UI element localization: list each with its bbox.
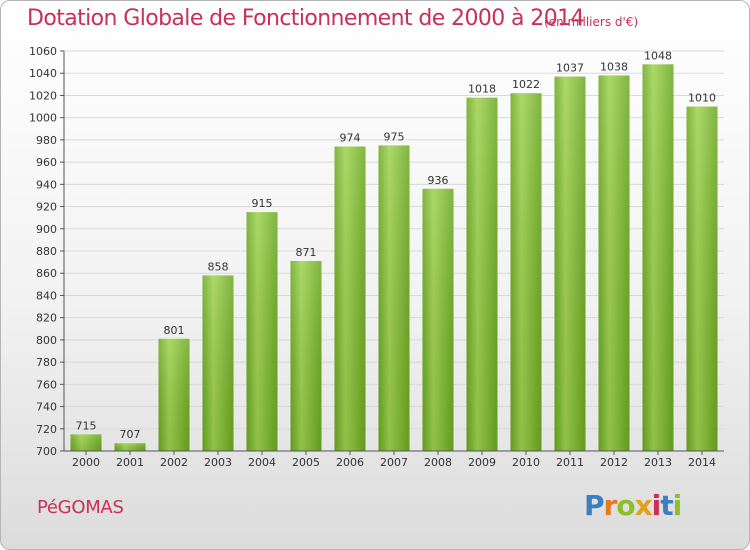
data-label: 1018 (468, 83, 496, 96)
data-label: 974 (340, 132, 361, 145)
x-tick-label: 2003 (204, 456, 232, 469)
bar-shade (598, 75, 630, 451)
y-tick-label: 740 (36, 401, 57, 414)
data-label: 936 (428, 174, 449, 187)
data-label: 1048 (644, 49, 672, 62)
y-tick-label: 840 (36, 289, 57, 302)
x-tick-label: 2002 (160, 456, 188, 469)
x-tick-label: 2013 (644, 456, 672, 469)
y-tick-label: 1060 (29, 45, 57, 58)
y-tick-label: 1020 (29, 89, 57, 102)
x-tick-label: 2000 (72, 456, 100, 469)
y-tick-label: 760 (36, 378, 57, 391)
bar-shade (70, 434, 102, 451)
bar-shade (158, 338, 190, 451)
bar-shade (554, 76, 586, 452)
bar-shade (510, 93, 542, 451)
x-tick-label: 2007 (380, 456, 408, 469)
x-tick-label: 2014 (688, 456, 716, 469)
y-tick-label: 700 (36, 445, 57, 458)
chart-title: Dotation Globale de Fonctionnement de 20… (27, 6, 585, 31)
y-tick-label: 960 (36, 156, 57, 169)
y-tick-label: 920 (36, 201, 57, 214)
data-label: 1038 (600, 60, 628, 73)
logo-letter: i (672, 489, 683, 522)
y-tick-label: 1000 (29, 112, 57, 125)
bar-shade (114, 443, 146, 451)
logo-letter: P (584, 489, 605, 522)
chart-subtitle: (en milliers d'€) (544, 15, 639, 29)
commune-name: PéGOMAS (37, 497, 124, 518)
bar-shade (334, 146, 366, 452)
proxiti-logo: Proxiti (584, 489, 683, 522)
x-tick-label: 2010 (512, 456, 540, 469)
x-tick-label: 2005 (292, 456, 320, 469)
bar-shade (422, 188, 454, 451)
data-labels: 715 707 801 858 915 871 974 975 936 1018 1022 1037 1… (76, 49, 717, 441)
y-tick-label: 860 (36, 267, 57, 280)
y-tick-label: 820 (36, 312, 57, 325)
y-tick-label: 720 (36, 423, 57, 436)
data-label: 871 (296, 246, 317, 259)
y-tick-label: 880 (36, 245, 57, 258)
bar-shade (202, 275, 234, 451)
x-tick-label: 2009 (468, 456, 496, 469)
bar-shade (378, 145, 410, 451)
logo-letter: o (616, 489, 635, 522)
bar-shade (642, 64, 674, 452)
data-label: 715 (76, 419, 97, 432)
data-label: 858 (208, 260, 229, 273)
data-label: 975 (384, 130, 405, 143)
y-tick-label: 900 (36, 223, 57, 236)
x-tick-label: 2001 (116, 456, 144, 469)
bar-shade (686, 106, 718, 452)
logo-letter: x (634, 489, 653, 522)
x-tick-label: 2004 (248, 456, 276, 469)
x-tick-label: 2006 (336, 456, 364, 469)
bar-shade (290, 261, 322, 451)
bar-shade (466, 97, 498, 452)
data-label: 707 (120, 428, 141, 441)
data-label: 1010 (688, 92, 716, 105)
axes: 700 720 740 760 780 800 820 840 860 880 900 920 940 9… (29, 45, 724, 469)
data-label: 915 (252, 197, 273, 210)
logo-letter: t (660, 489, 673, 522)
y-tick-label: 800 (36, 334, 57, 347)
bar-shade (246, 212, 278, 451)
logo-letter: r (603, 489, 618, 522)
y-tick-label: 1040 (29, 67, 57, 80)
data-label: 1037 (556, 62, 584, 75)
data-label: 801 (164, 324, 185, 337)
y-tick-label: 780 (36, 356, 57, 369)
x-tick-label: 2011 (556, 456, 584, 469)
data-label: 1022 (512, 78, 540, 91)
y-tick-label: 940 (36, 178, 57, 191)
bars (70, 64, 718, 452)
logo-letter: i (651, 489, 662, 522)
x-tick-label: 2012 (600, 456, 628, 469)
x-tick-label: 2008 (424, 456, 452, 469)
y-tick-label: 980 (36, 134, 57, 147)
